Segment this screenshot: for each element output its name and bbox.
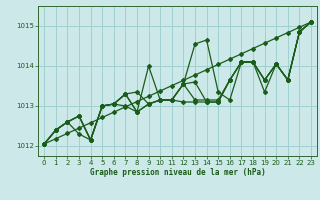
- X-axis label: Graphe pression niveau de la mer (hPa): Graphe pression niveau de la mer (hPa): [90, 168, 266, 177]
